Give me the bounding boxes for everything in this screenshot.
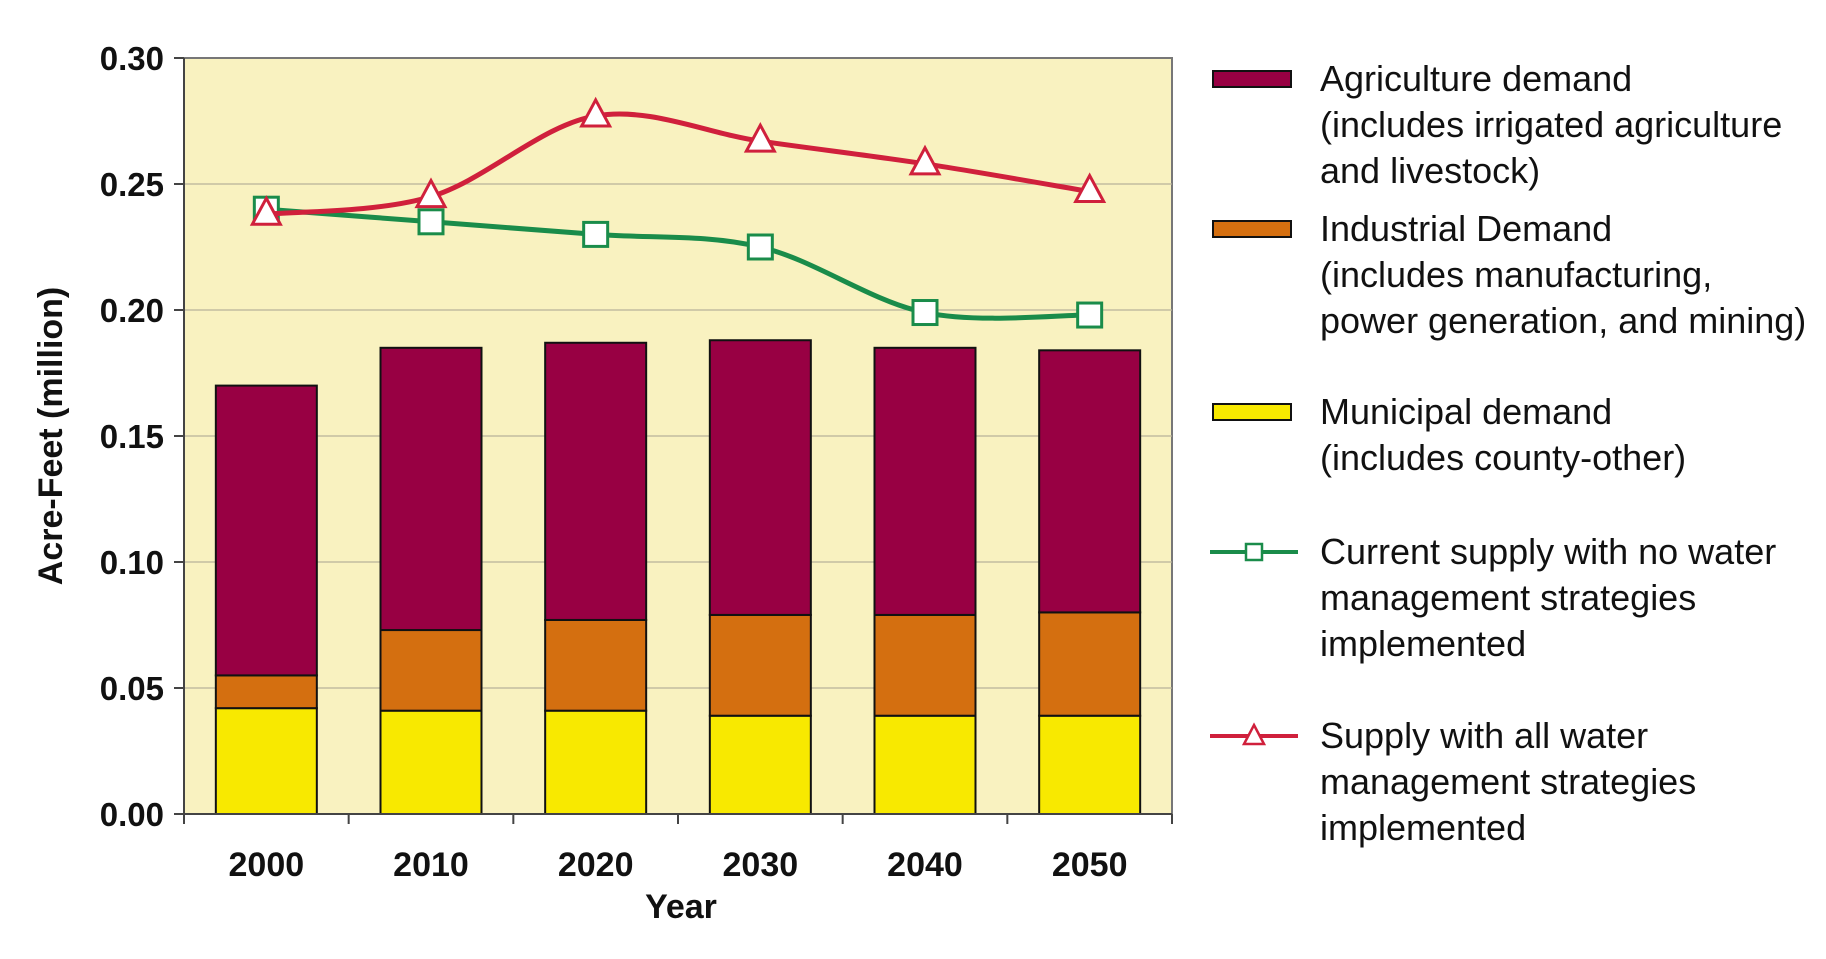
legend-item-industrial: Industrial Demand (includes manufacturing… (1208, 206, 1818, 389)
bar-industrial-demand-2010 (379, 629, 483, 712)
legend-key-strategies-supply (1210, 722, 1298, 746)
bar-agriculture-demand-2020 (544, 341, 648, 621)
legend-swatch-agriculture (1212, 70, 1292, 88)
bar-municipal-demand-2040 (873, 714, 977, 815)
legend-item-strategies-supply: Supply with all water management strategi… (1208, 713, 1818, 853)
marker-supply-with-all-water-management-strategies-implemented-2050 (1073, 172, 1107, 204)
bar-municipal-demand-2030 (708, 714, 812, 815)
y-tick-label: 0.10 (100, 544, 164, 581)
bar-agriculture-demand-2050 (1038, 349, 1142, 614)
legend-item-agriculture: Agriculture demand (includes irrigated ag… (1208, 56, 1818, 206)
bar-industrial-demand-2050 (1038, 611, 1142, 717)
y-axis-title: Acre-Feet (million) (32, 287, 70, 585)
x-tick-label-2010: 2010 (393, 846, 469, 884)
y-tick-label: 0.25 (100, 166, 164, 203)
y-tick-label: 0.15 (100, 418, 164, 455)
bar-agriculture-demand-2000 (214, 384, 318, 677)
legend-key-current-supply (1210, 542, 1298, 562)
y-tick-label: 0.05 (100, 670, 164, 707)
legend-item-municipal: Municipal demand (includes county-other) (1208, 389, 1818, 529)
legend-label-agriculture: Agriculture demand (includes irrigated ag… (1320, 58, 1783, 191)
marker-current-supply-with-no-water-management-strategies-implemented-2030 (746, 233, 774, 261)
marker-supply-with-all-water-management-strategies-implemented-2030 (743, 121, 777, 153)
marker-current-supply-with-no-water-management-strategies-implemented-2020 (582, 220, 610, 248)
line-supply-with-all-water-management-strategies-implemented (266, 111, 1091, 217)
bars (214, 339, 1142, 815)
x-tick-label-2030: 2030 (723, 846, 799, 884)
bar-municipal-demand-2010 (379, 709, 483, 815)
bar-industrial-demand-2040 (873, 613, 977, 717)
x-tick-label-2020: 2020 (558, 846, 634, 884)
x-tick-label-2000: 2000 (229, 846, 305, 884)
marker-current-supply-with-no-water-management-strategies-implemented-2040 (911, 299, 939, 327)
y-tick-label: 0.20 (100, 292, 164, 329)
bar-municipal-demand-2020 (544, 709, 648, 815)
bar-agriculture-demand-2040 (873, 346, 977, 616)
marker-current-supply-with-no-water-management-strategies-implemented-2050 (1076, 301, 1104, 329)
marker-supply-with-all-water-management-strategies-implemented-2010 (414, 177, 448, 209)
x-tick-label-2040: 2040 (887, 846, 963, 884)
y-tick-label: 0.30 (100, 40, 164, 77)
legend-label-strategies-supply: Supply with all water management strategi… (1320, 715, 1697, 848)
y-tick-label: 0.00 (100, 796, 164, 833)
marker-supply-with-all-water-management-strategies-implemented-2020 (579, 96, 613, 128)
marker-supply-with-all-water-management-strategies-implemented-2040 (908, 144, 942, 176)
legend: Agriculture demand (includes irrigated ag… (1208, 56, 1818, 853)
legend-item-current-supply: Current supply with no water management s… (1208, 529, 1818, 713)
legend-swatch-municipal (1212, 403, 1292, 421)
bar-industrial-demand-2020 (544, 618, 648, 712)
legend-swatch-industrial (1212, 220, 1292, 238)
bar-agriculture-demand-2010 (379, 346, 483, 632)
bar-industrial-demand-2030 (708, 613, 812, 717)
legend-label-municipal: Municipal demand (includes county-other) (1320, 391, 1687, 478)
x-tick-label-2050: 2050 (1052, 846, 1128, 884)
bar-municipal-demand-2000 (214, 707, 318, 815)
bar-agriculture-demand-2030 (708, 339, 812, 616)
axes: 0.00 0.05 0.10 0.15 0.20 0.25 0.30 2000 2010 2020… (100, 40, 1173, 884)
bar-industrial-demand-2000 (214, 674, 318, 710)
legend-label-industrial: Industrial Demand (includes manufacturing… (1320, 208, 1807, 341)
bar-municipal-demand-2050 (1038, 714, 1142, 815)
line-current-supply-with-no-water-management-strategies-implemented (266, 206, 1090, 321)
legend-label-current-supply: Current supply with no water management s… (1320, 531, 1777, 664)
marker-supply-with-all-water-management-strategies-implemented-2000 (249, 195, 283, 226)
x-axis-title: Year (645, 888, 717, 926)
gridlines (184, 183, 1172, 689)
marker-current-supply-with-no-water-management-strategies-implemented-2010 (417, 208, 445, 236)
supply-lines (249, 96, 1107, 329)
